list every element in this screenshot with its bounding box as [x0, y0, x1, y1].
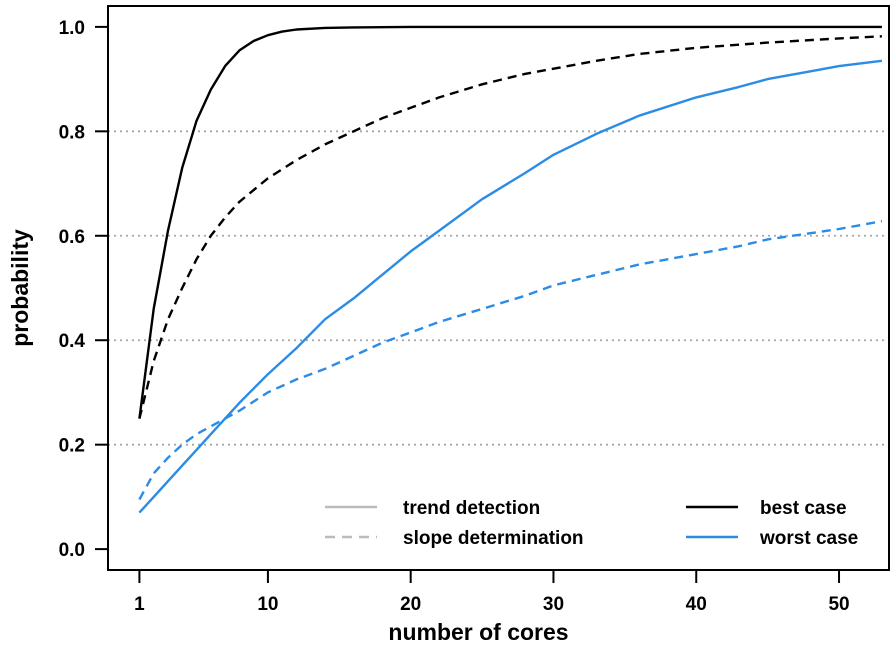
legend: trend detection slope determination best c… [325, 498, 858, 549]
y-tick-label: 1.0 [59, 18, 85, 39]
x-tick-label: 20 [400, 594, 421, 615]
series-line-best-trend [138, 25, 882, 419]
y-axis: 0.0 0.2 0.4 0.6 0.8 1.0 [59, 18, 108, 561]
x-axis-title: number of cores [388, 619, 568, 645]
legend-label: trend detection [403, 498, 540, 519]
y-tick-label: 0.8 [59, 122, 85, 143]
x-tick-label: 50 [828, 594, 849, 615]
series-lines [138, 25, 883, 514]
x-tick-label: 1 [134, 594, 145, 615]
y-tick-label: 0.4 [59, 331, 86, 352]
y-tick-label: 0.6 [59, 227, 85, 248]
plot-frame [107, 5, 890, 571]
x-axis: 1 10 20 30 40 50 [134, 570, 850, 615]
legend-label: worst case [759, 528, 858, 549]
y-axis-title: probability [7, 229, 33, 347]
y-tick-label: 0.0 [59, 540, 85, 561]
x-tick-label: 30 [543, 594, 564, 615]
series-line-worst-slope [138, 220, 883, 501]
x-tick-label: 10 [257, 594, 278, 615]
y-tick-label: 0.2 [59, 436, 85, 457]
legend-label: slope determination [403, 528, 584, 549]
series-line-best-slope [138, 35, 882, 419]
x-tick-label: 40 [686, 594, 707, 615]
grid-lines [108, 130, 889, 446]
legend-label: best case [760, 498, 847, 519]
series-line-worst-trend [138, 59, 883, 514]
